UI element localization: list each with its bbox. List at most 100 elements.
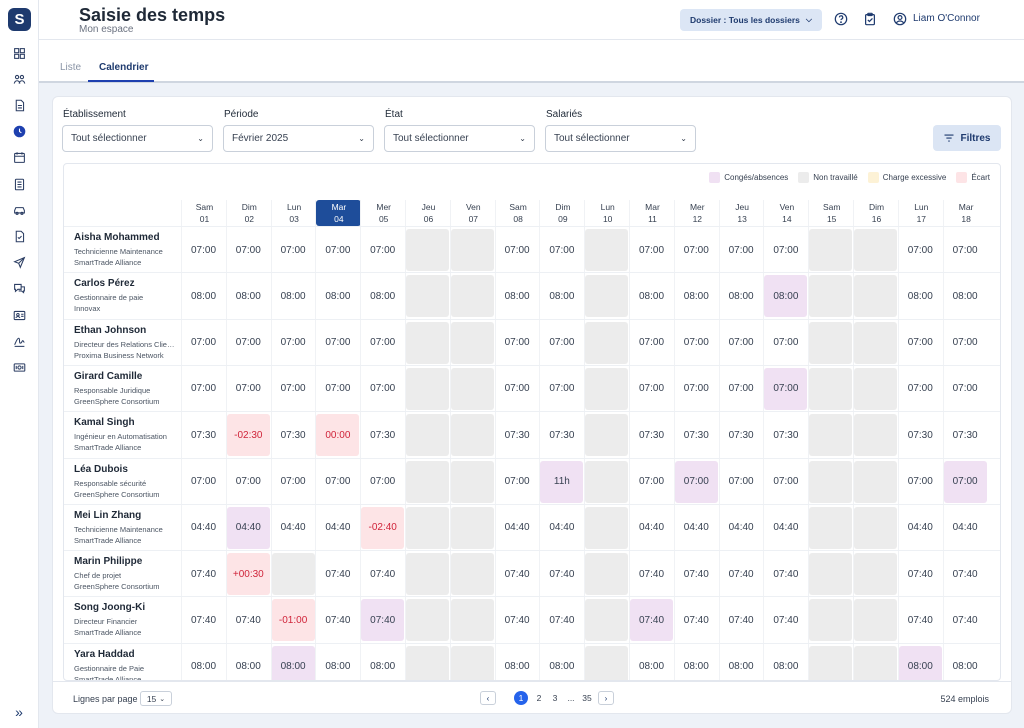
day-header[interactable]: Jeu 13 xyxy=(720,200,765,226)
time-cell[interactable] xyxy=(854,367,897,410)
time-cell[interactable]: 07:00 xyxy=(683,337,709,349)
day-header[interactable]: Sam 08 xyxy=(496,200,541,226)
day-header[interactable]: Ven 14 xyxy=(764,200,809,226)
day-header[interactable]: Dim 02 xyxy=(227,200,272,226)
tab-liste[interactable]: Liste xyxy=(60,62,82,73)
time-cell[interactable]: 08:00 xyxy=(235,290,261,302)
time-cell[interactable]: 07:00 xyxy=(235,383,261,395)
dossier-selector[interactable]: Dossier : Tous les dossiers ⌵ xyxy=(680,9,822,31)
time-cell[interactable]: 07:30 xyxy=(773,429,799,441)
time-cell[interactable]: 07:00 xyxy=(728,337,754,349)
time-cell[interactable]: 08:00 xyxy=(504,290,530,302)
time-cell[interactable]: 07:40 xyxy=(370,568,396,580)
time-cell[interactable] xyxy=(450,367,494,410)
expand-sidebar-icon[interactable]: » xyxy=(15,704,23,720)
time-cell[interactable]: 07:30 xyxy=(907,429,933,441)
time-cell[interactable]: 07:00 xyxy=(764,367,808,410)
time-cell[interactable]: 07:00 xyxy=(370,476,396,487)
time-cell[interactable]: 07:00 xyxy=(638,244,665,256)
time-cell[interactable]: 07:40 xyxy=(907,568,933,580)
time-cell[interactable] xyxy=(585,367,629,410)
time-cell[interactable] xyxy=(585,229,629,271)
day-header[interactable]: Sam 01 xyxy=(182,200,227,226)
time-cell[interactable] xyxy=(809,460,853,503)
time-cell[interactable]: 07:30 xyxy=(728,429,754,441)
time-cell[interactable]: 07:00 xyxy=(943,460,987,503)
employee-name[interactable]: Mei Lin Zhang xyxy=(74,509,142,521)
time-cell[interactable]: 07:40 xyxy=(325,614,351,626)
time-cell[interactable]: 08:00 xyxy=(728,290,754,302)
time-cell[interactable]: 07:00 xyxy=(549,337,575,349)
car-icon[interactable] xyxy=(9,200,29,220)
time-cell[interactable]: 07:00 xyxy=(638,337,665,349)
user-name[interactable]: Liam O'Connor xyxy=(913,13,980,24)
time-cell[interactable]: 07:00 xyxy=(683,244,709,256)
time-cell[interactable] xyxy=(450,275,494,318)
page-number[interactable]: 1 xyxy=(514,691,528,705)
time-cell[interactable] xyxy=(406,506,449,549)
employee-name[interactable]: Léa Dubois xyxy=(74,463,128,475)
time-cell[interactable]: 08:00 xyxy=(370,290,396,302)
chat-icon[interactable] xyxy=(9,279,29,299)
time-cell[interactable]: 04:40 xyxy=(683,522,709,534)
time-cell[interactable]: 07:00 xyxy=(907,476,933,487)
time-cell[interactable]: 07:40 xyxy=(504,614,530,626)
page-number[interactable]: 35 xyxy=(582,693,592,703)
checklist-icon[interactable] xyxy=(9,226,29,246)
day-header[interactable]: Lun 03 xyxy=(272,200,317,226)
time-cell[interactable]: 07:00 xyxy=(325,337,351,349)
time-cell[interactable] xyxy=(809,414,853,457)
time-cell[interactable]: 07:00 xyxy=(638,383,665,395)
time-cell[interactable]: 08:00 xyxy=(728,661,754,673)
time-cell[interactable]: 08:00 xyxy=(549,290,575,302)
time-cell[interactable] xyxy=(809,321,853,364)
time-cell[interactable]: 07:40 xyxy=(952,568,978,580)
time-cell[interactable] xyxy=(450,645,494,680)
chevron-left-icon[interactable]: ‹ xyxy=(480,691,496,705)
time-cell[interactable] xyxy=(854,414,897,457)
time-cell[interactable]: 07:00 xyxy=(504,244,530,256)
time-cell[interactable] xyxy=(585,460,629,503)
time-cell[interactable]: -01:00 xyxy=(271,599,315,642)
time-cell[interactable]: 07:40 xyxy=(190,568,217,580)
chevron-right-icon[interactable]: › xyxy=(598,691,614,705)
employee-name[interactable]: Girard Camille xyxy=(74,370,143,382)
time-cell[interactable]: 07:00 xyxy=(370,383,396,395)
time-cell[interactable]: 07:00 xyxy=(280,337,306,349)
calendar-icon[interactable] xyxy=(9,148,29,168)
help-icon[interactable] xyxy=(833,11,849,27)
salaries-select[interactable]: Tout sélectionner ⌄ xyxy=(545,125,696,152)
time-cell[interactable] xyxy=(406,414,449,457)
time-cell[interactable] xyxy=(406,275,449,318)
time-cell[interactable]: 07:40 xyxy=(638,568,665,580)
time-cell[interactable]: 07:40 xyxy=(325,568,351,580)
time-cell[interactable]: 07:40 xyxy=(728,614,754,626)
time-cell[interactable]: 07:00 xyxy=(504,383,530,395)
time-cell[interactable]: 08:00 xyxy=(898,645,942,680)
employee-name[interactable]: Aisha Mohammed xyxy=(74,232,160,243)
time-cell[interactable]: 07:40 xyxy=(504,568,530,580)
rows-per-page-select[interactable]: 15 ⌄ xyxy=(140,691,172,706)
time-cell[interactable]: 04:40 xyxy=(773,522,799,534)
signature-icon[interactable] xyxy=(9,331,29,351)
time-cell[interactable]: 07:30 xyxy=(190,429,217,441)
time-cell[interactable]: 08:00 xyxy=(325,290,351,302)
time-cell[interactable]: 07:40 xyxy=(728,568,754,580)
time-cell[interactable]: 08:00 xyxy=(370,661,396,673)
etablissement-select[interactable]: Tout sélectionner ⌄ xyxy=(62,125,213,152)
time-cell[interactable] xyxy=(809,645,853,680)
time-cell[interactable] xyxy=(271,553,315,596)
time-cell[interactable]: 07:40 xyxy=(683,568,709,580)
time-cell[interactable]: 07:40 xyxy=(630,599,673,642)
time-cell[interactable] xyxy=(585,321,629,364)
time-cell[interactable]: 04:40 xyxy=(952,522,978,534)
time-cell[interactable]: 07:00 xyxy=(370,337,396,349)
time-cell[interactable]: 04:40 xyxy=(226,506,270,549)
day-header[interactable]: Sam 15 xyxy=(809,200,854,226)
time-cell[interactable]: 07:00 xyxy=(952,383,978,395)
day-header[interactable]: Mar 04 xyxy=(316,200,362,226)
time-cell[interactable]: 07:00 xyxy=(907,244,933,256)
time-cell[interactable]: 07:00 xyxy=(280,476,306,487)
team-icon[interactable] xyxy=(9,69,29,89)
time-cell[interactable] xyxy=(450,321,494,364)
